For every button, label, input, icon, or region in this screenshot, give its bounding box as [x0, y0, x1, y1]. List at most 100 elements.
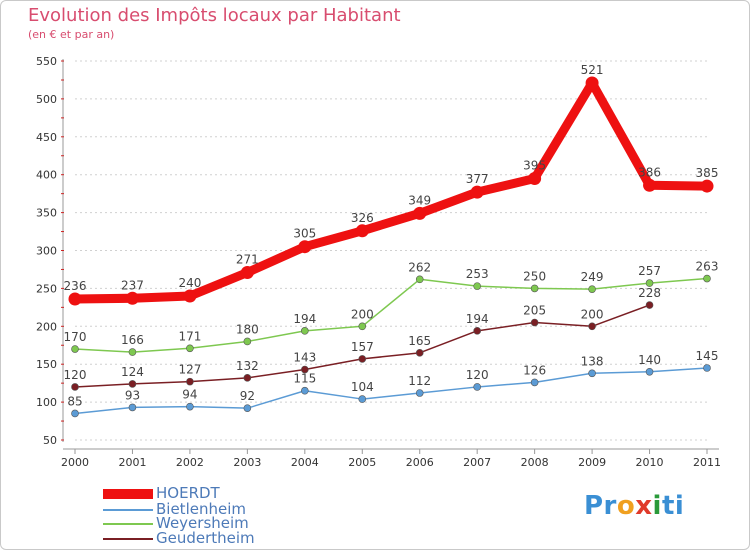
x-tick-label: 2008	[521, 456, 549, 469]
x-tick-label: 2005	[348, 456, 376, 469]
data-label: 386	[638, 165, 661, 179]
data-point	[585, 76, 599, 90]
x-tick-label: 2001	[118, 456, 146, 469]
data-point	[413, 206, 427, 220]
data-point	[530, 318, 539, 327]
data-point	[128, 348, 137, 356]
data-label: 120	[64, 368, 87, 382]
data-label: 194	[466, 312, 489, 326]
data-point	[588, 369, 596, 378]
x-tick-label: 2011	[693, 456, 721, 469]
data-point	[530, 378, 539, 387]
y-tick-label: 150	[36, 358, 57, 371]
data-label: 85	[67, 394, 82, 408]
data-point	[588, 322, 596, 331]
data-label: 94	[182, 388, 197, 402]
data-label: 250	[523, 269, 546, 283]
data-label: 385	[696, 166, 719, 180]
data-label: 120	[466, 368, 489, 382]
data-label: 271	[236, 252, 259, 266]
data-label: 305	[293, 227, 316, 241]
data-label: 200	[351, 307, 374, 321]
data-label: 124	[121, 365, 144, 379]
y-tick-label: 550	[36, 55, 57, 68]
data-point	[183, 289, 197, 303]
x-tick-label: 2002	[176, 456, 204, 469]
data-point	[358, 395, 367, 403]
data-point	[645, 367, 654, 376]
data-label: 127	[178, 363, 201, 377]
data-point	[128, 380, 137, 388]
data-point	[128, 403, 137, 412]
data-label: 237	[121, 278, 144, 292]
data-label: 349	[408, 193, 431, 207]
legend-swatch-bietlenheim	[103, 509, 153, 511]
data-label: 236	[64, 279, 87, 293]
data-point	[530, 284, 539, 293]
data-point	[186, 377, 194, 386]
data-label: 395	[523, 158, 546, 172]
data-point	[645, 279, 654, 287]
data-point	[415, 349, 424, 357]
data-label: 249	[581, 270, 604, 284]
data-point	[68, 292, 82, 306]
data-label: 157	[351, 340, 374, 354]
data-label: 140	[638, 353, 661, 367]
data-point	[71, 345, 79, 353]
data-point	[645, 301, 654, 309]
legend-label-weyersheim: Weyersheim	[156, 514, 249, 532]
x-tick-label: 2006	[406, 456, 434, 469]
data-label: 200	[581, 307, 604, 321]
data-point	[588, 285, 596, 293]
proxiti-logo: Proxiti	[584, 491, 684, 521]
data-label: 326	[351, 211, 374, 225]
data-point	[301, 327, 309, 335]
data-point	[186, 402, 194, 411]
data-label: 170	[64, 330, 87, 344]
logo-part: Pr	[584, 491, 617, 521]
data-point	[186, 344, 194, 353]
y-tick-label: 250	[36, 282, 57, 295]
data-point	[358, 355, 367, 363]
data-label: 145	[696, 349, 719, 363]
series-line-bietlenheim	[74, 367, 708, 415]
y-tick-label: 450	[36, 131, 57, 144]
data-point	[415, 275, 424, 284]
data-point	[301, 386, 309, 395]
data-label: 171	[178, 329, 201, 343]
data-label: 112	[408, 374, 431, 388]
x-tick-label: 2004	[291, 456, 319, 469]
logo-part: o	[616, 491, 636, 521]
data-label: 194	[293, 312, 316, 326]
logo-part: x	[635, 491, 653, 521]
data-label: 166	[121, 333, 144, 347]
data-point	[355, 224, 369, 238]
data-label: 115	[293, 372, 316, 386]
data-label: 138	[581, 354, 604, 368]
data-point	[470, 185, 484, 199]
y-tick-label: 200	[36, 320, 57, 333]
legend-swatch-weyersheim	[103, 523, 153, 525]
data-point	[473, 383, 481, 391]
data-point	[240, 265, 254, 279]
data-point	[71, 409, 79, 418]
data-point	[473, 282, 481, 290]
data-label: 253	[466, 267, 489, 281]
data-label: 263	[696, 260, 719, 274]
data-label: 228	[638, 286, 661, 300]
data-label: 93	[125, 388, 140, 402]
logo-part: i	[652, 491, 662, 521]
data-label: 205	[523, 304, 546, 318]
data-label: 132	[236, 359, 259, 373]
data-label: 126	[523, 363, 546, 377]
data-point	[301, 365, 309, 374]
data-label: 143	[293, 351, 316, 365]
y-tick-label: 50	[43, 434, 57, 447]
chart-subtitle: (en € et par an)	[28, 28, 115, 41]
x-tick-label: 2007	[463, 456, 491, 469]
data-point	[125, 291, 139, 305]
legend-label-hoerdt: HOERDT	[156, 484, 220, 502]
data-label: 257	[638, 264, 661, 278]
data-point	[643, 178, 657, 192]
